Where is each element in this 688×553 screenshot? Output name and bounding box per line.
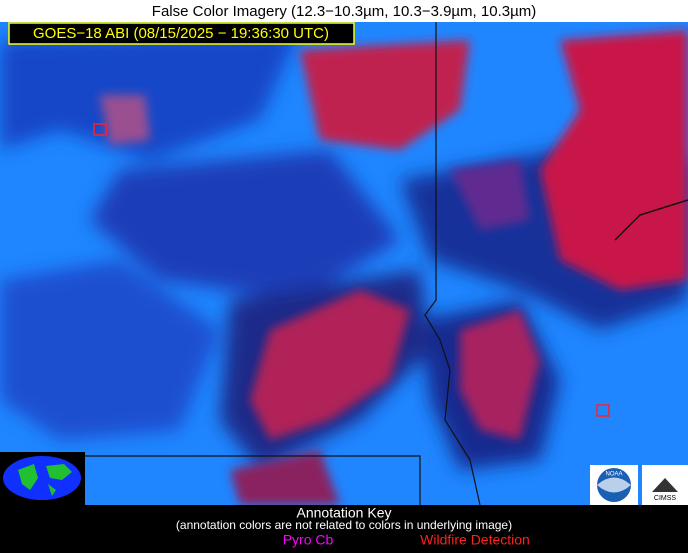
title: False Color Imagery (12.3−10.3µm, 10.3−3… [152, 3, 536, 20]
noaa-logo: NOAA [590, 465, 638, 505]
cimss-label: CIMSS [654, 495, 677, 502]
imagery [0, 22, 688, 505]
cimss-logo: CIMSS [642, 465, 688, 505]
noaa-label: NOAA [605, 472, 622, 478]
title-band [0, 0, 688, 22]
key-note: (annotation colors are not related to co… [176, 518, 512, 532]
key-item: Pyro Cb [283, 532, 334, 548]
globe-icon [0, 452, 85, 505]
timestamp-box [8, 22, 355, 45]
timestamp: GOES−18 ABI (08/15/2025 − 19:36:30 UTC) [33, 25, 329, 42]
key-title: Annotation Key [297, 505, 392, 521]
key-item: Wildfire Detection [420, 532, 530, 548]
annotation-bar [0, 505, 688, 553]
